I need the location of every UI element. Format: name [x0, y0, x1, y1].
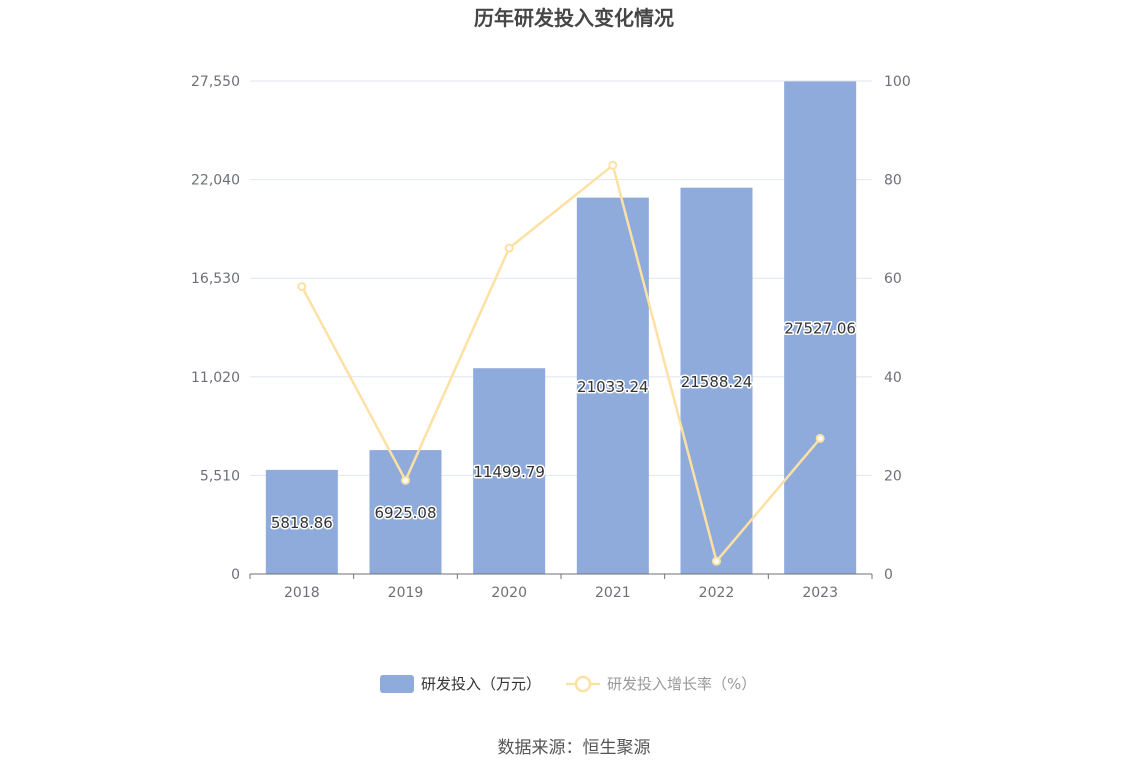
growth-point — [297, 282, 307, 292]
y-right-tick-label: 0 — [884, 567, 893, 583]
x-tick-label: 2020 — [491, 585, 527, 601]
growth-point — [608, 160, 618, 170]
bar — [784, 81, 857, 574]
bar-series — [265, 81, 857, 574]
x-tick-label: 2022 — [699, 585, 735, 601]
legend-line-label[interactable]: 研发投入增长率（%） — [607, 675, 756, 693]
grid-lines — [250, 80, 872, 476]
growth-point — [504, 243, 514, 253]
growth-point — [712, 556, 721, 566]
y-right-tick-label: 60 — [884, 271, 902, 287]
x-tick-label: 2023 — [802, 585, 838, 601]
legend: 研发投入（万元） 研发投入增长率（%） — [380, 675, 756, 693]
y-left-tick-label: 16,530 — [191, 271, 240, 287]
line-series — [297, 160, 825, 566]
x-tick-label: 2021 — [595, 585, 631, 601]
bar — [473, 368, 546, 574]
bar-data-label: 21033.24 — [577, 378, 649, 396]
legend-line-marker[interactable] — [574, 675, 592, 693]
y-right-tick-label: 20 — [884, 468, 902, 484]
growth-line — [300, 164, 822, 563]
bar — [369, 450, 442, 574]
chart-title: 历年研发投入变化情况 — [474, 6, 674, 30]
y-left-tick-label: 0 — [231, 567, 240, 583]
y-left-tick-label: 22,040 — [191, 173, 240, 189]
legend-bar-label[interactable]: 研发投入（万元） — [421, 675, 541, 693]
bar-data-label: 6925.08 — [374, 504, 436, 522]
y-left-tick-label: 5,510 — [200, 468, 240, 484]
bar-data-label: 27527.06 — [784, 320, 856, 338]
bar-data-label: 5818.86 — [271, 514, 333, 532]
growth-point — [815, 433, 825, 443]
growth-point — [401, 475, 410, 485]
y-right-tick-label: 80 — [884, 173, 902, 189]
y-left-tick-label: 11,020 — [191, 370, 240, 386]
bar-data-label: 11499.79 — [473, 463, 545, 481]
y-left-tick-label: 27,550 — [191, 74, 240, 90]
legend-bar-swatch[interactable] — [380, 675, 414, 693]
y-right-tick-label: 40 — [884, 370, 902, 386]
bar — [680, 187, 753, 574]
y-right-tick-label: 100 — [884, 74, 911, 90]
source-note: 数据来源：恒生聚源 — [497, 738, 651, 758]
axes: 0 0 5,510 20 11,020 40 16,530 60 22,040 80 27,550 1… — [191, 74, 911, 601]
bar — [265, 469, 338, 574]
x-tick-label: 2018 — [284, 585, 320, 601]
x-tick-label: 2019 — [388, 585, 424, 601]
data-labels: 5818.86 6925.08 11499.79 21033.24 21588.24 27… — [269, 318, 857, 533]
bar-data-label: 21588.24 — [681, 373, 753, 391]
